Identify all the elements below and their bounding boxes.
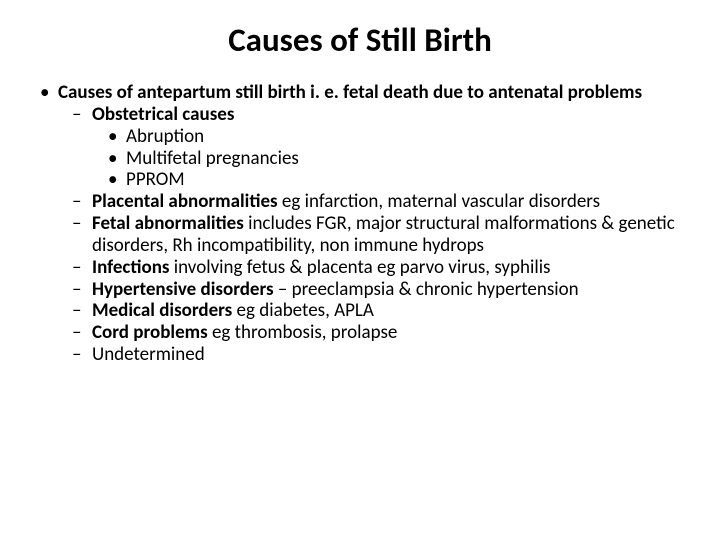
bullet-placental: Placental abnormalities eg infarction, m…	[30, 191, 690, 213]
cord-bold: Cord problems	[92, 321, 208, 344]
lvl1-main-text: Causes of antepartum still birth i. e. f…	[58, 81, 642, 104]
slide-body: Causes of antepartum still birth i. e. f…	[30, 82, 690, 366]
placental-rest: eg infarction, maternal vascular disorde…	[278, 190, 600, 213]
bullet-multifetal: Multifetal pregnancies	[30, 148, 690, 170]
slide-title: Causes of Still Birth	[30, 20, 690, 60]
bullet-medical: Medical disorders eg diabetes, APLA	[30, 300, 690, 322]
bullet-hypertensive: Hypertensive disorders – preeclampsia & …	[30, 279, 690, 301]
bullet-fetal: Fetal abnormalities includes FGR, major …	[30, 213, 690, 257]
medical-rest: eg diabetes, APLA	[232, 299, 374, 322]
bullet-obstetrical: Obstetrical causes	[30, 104, 690, 126]
cord-rest: eg thrombosis, prolapse	[208, 321, 398, 344]
hypertensive-rest: – preeclampsia & chronic hypertension	[274, 278, 579, 301]
bullet-infections: Infections involving fetus & placenta eg…	[30, 257, 690, 279]
placental-bold: Placental abnormalities	[92, 190, 278, 213]
infections-rest: involving fetus & placenta eg parvo viru…	[169, 256, 550, 279]
bullet-cord: Cord problems eg thrombosis, prolapse	[30, 322, 690, 344]
bullet-undetermined: Undetermined	[30, 344, 690, 366]
hypertensive-bold: Hypertensive disorders	[92, 278, 274, 301]
bullet-lvl1-main: Causes of antepartum still birth i. e. f…	[30, 82, 690, 104]
infections-bold: Infections	[92, 256, 169, 279]
bullet-pprom: PPROM	[30, 169, 690, 191]
medical-bold: Medical disorders	[92, 299, 232, 322]
fetal-bold: Fetal abnormalities	[92, 212, 244, 235]
bullet-abruption: Abruption	[30, 126, 690, 148]
obstetrical-head: Obstetrical causes	[92, 103, 234, 126]
